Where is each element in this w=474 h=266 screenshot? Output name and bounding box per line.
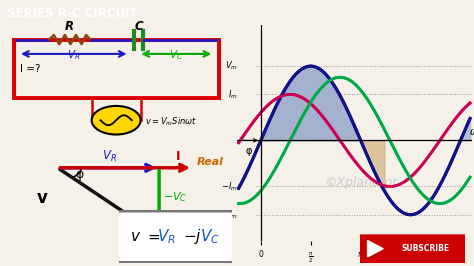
Text: $-V_C$: $-V_C$ <box>163 190 187 204</box>
Text: SERIES R-C CIRCUIT: SERIES R-C CIRCUIT <box>7 7 138 20</box>
Text: $V_R$: $V_R$ <box>101 149 117 164</box>
Text: I =?: I =? <box>20 64 41 74</box>
Text: $I_m$: $I_m$ <box>228 88 238 101</box>
FancyBboxPatch shape <box>356 234 469 263</box>
Text: $-I_m$: $-I_m$ <box>221 180 238 193</box>
Text: φ: φ <box>246 146 252 156</box>
Circle shape <box>91 106 141 135</box>
Text: Real: Real <box>197 157 224 167</box>
Text: $V_C$: $V_C$ <box>169 48 183 62</box>
Polygon shape <box>367 240 383 257</box>
Text: I: I <box>176 150 181 163</box>
FancyBboxPatch shape <box>115 211 236 262</box>
Text: $-V_m$: $-V_m$ <box>218 209 238 221</box>
Text: $\mathbf{v}$: $\mathbf{v}$ <box>36 189 48 207</box>
Text: $V_m$: $V_m$ <box>225 60 238 72</box>
Text: ©Xplanator: ©Xplanator <box>324 177 397 189</box>
Text: Img: Img <box>146 238 169 247</box>
Text: $V_C$: $V_C$ <box>201 227 220 246</box>
Text: $V_R$: $V_R$ <box>157 227 176 246</box>
Text: φ: φ <box>75 168 83 181</box>
Text: $-j$: $-j$ <box>183 227 202 246</box>
Text: $\omega t$: $\omega t$ <box>469 125 474 137</box>
Text: C: C <box>134 20 143 33</box>
Text: $v = V_m Sin\omega t$: $v = V_m Sin\omega t$ <box>145 115 198 128</box>
Bar <box>14 40 219 98</box>
Text: R: R <box>65 20 74 33</box>
Text: $v$: $v$ <box>130 229 141 244</box>
Text: $V_R$: $V_R$ <box>67 48 81 62</box>
Text: SUBSCRIBE: SUBSCRIBE <box>402 244 450 253</box>
Text: $=$: $=$ <box>145 229 161 244</box>
